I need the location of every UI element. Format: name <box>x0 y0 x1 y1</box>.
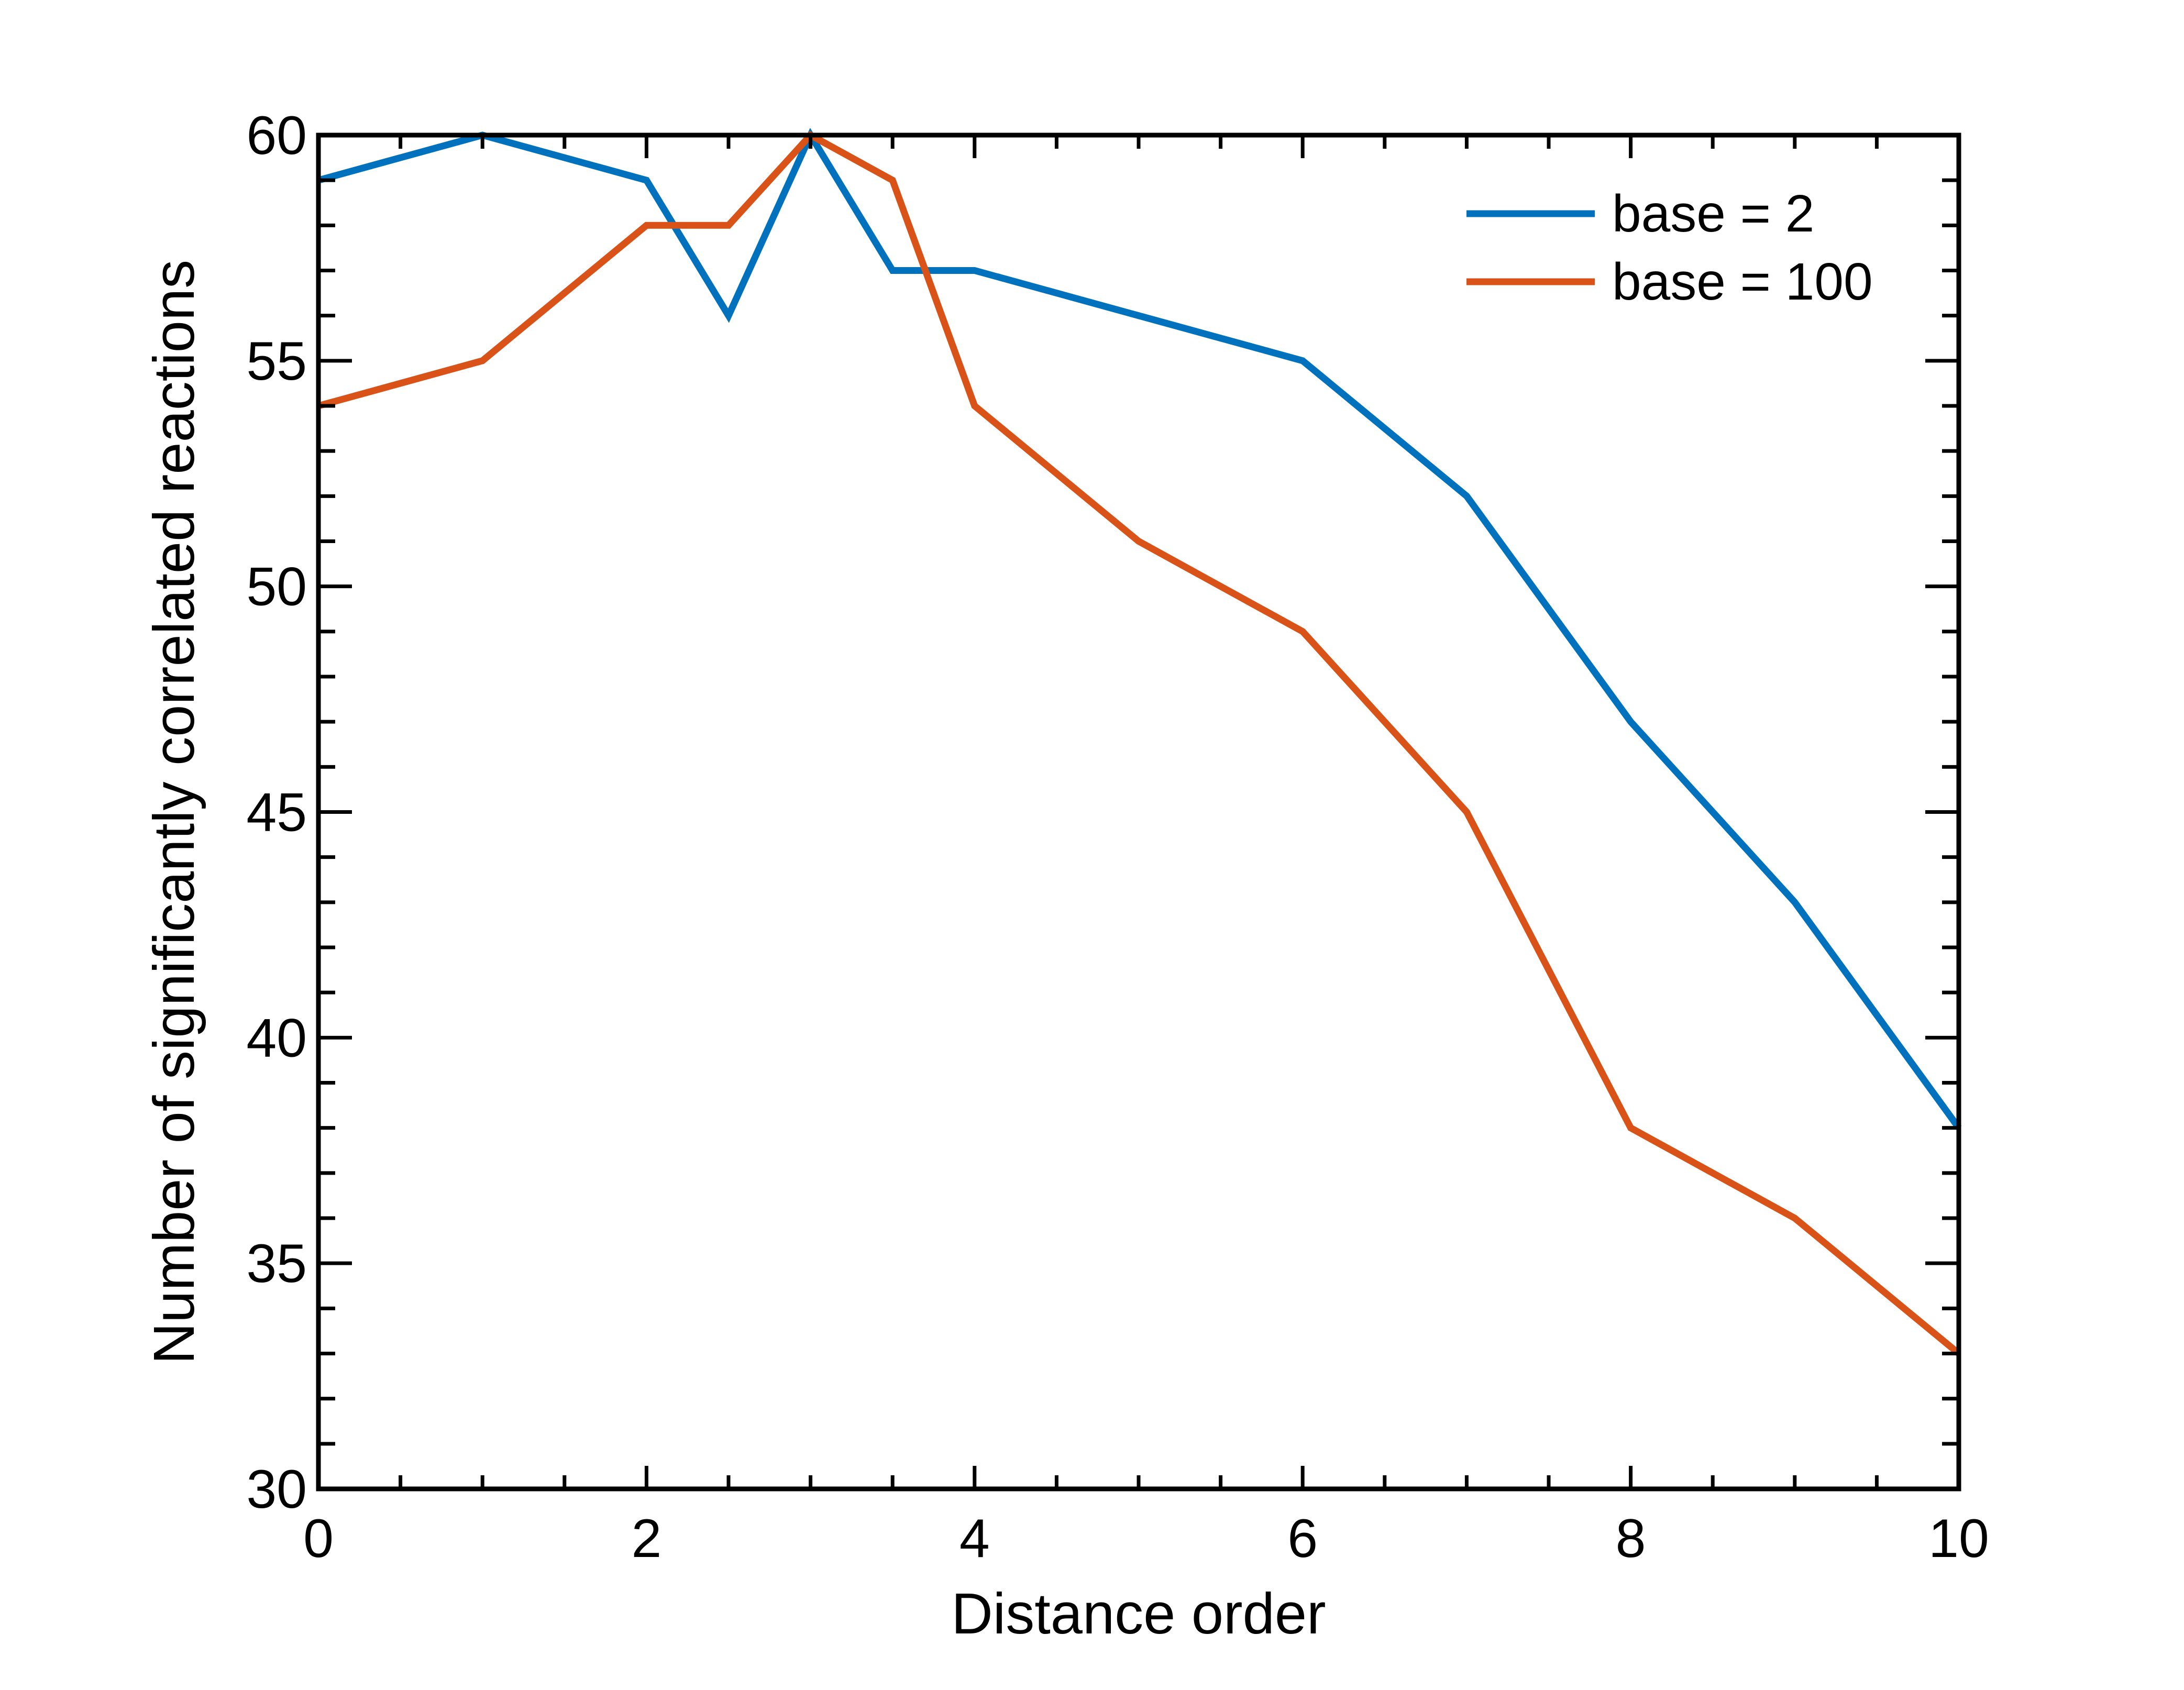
x-tick-label: 2 <box>631 1508 661 1569</box>
legend-label: base = 2 <box>1612 184 1814 243</box>
plot-area-frame <box>316 132 1961 1492</box>
y-tick-label: 35 <box>246 1233 307 1294</box>
series-line <box>317 128 1962 1130</box>
y-tick-label: 30 <box>246 1459 307 1520</box>
y-tick-label: 60 <box>246 105 307 166</box>
ticks-layer <box>316 133 1961 1491</box>
tick-labels: 0 2 4 6 8 10 30 35 40 45 50 55 60 <box>246 105 1989 1569</box>
y-tick-label: 50 <box>246 557 307 617</box>
series-layer <box>317 128 1962 1356</box>
x-tick-label: 6 <box>1287 1508 1318 1569</box>
y-axis-label: Number of significantly correlated react… <box>142 260 206 1364</box>
legend: base = 2 base = 100 <box>1466 184 1873 311</box>
y-tick-label: 45 <box>246 782 307 843</box>
series-line <box>317 130 1961 1356</box>
y-tick-label: 40 <box>246 1008 307 1068</box>
legend-label: base = 100 <box>1612 252 1873 311</box>
x-axis-label: Distance order <box>951 1582 1326 1646</box>
x-tick-label: 10 <box>1928 1508 1989 1569</box>
x-tick-label: 0 <box>303 1508 334 1569</box>
x-tick-label: 8 <box>1616 1508 1646 1569</box>
x-tick-label: 4 <box>959 1508 990 1569</box>
y-tick-label: 55 <box>246 331 307 392</box>
